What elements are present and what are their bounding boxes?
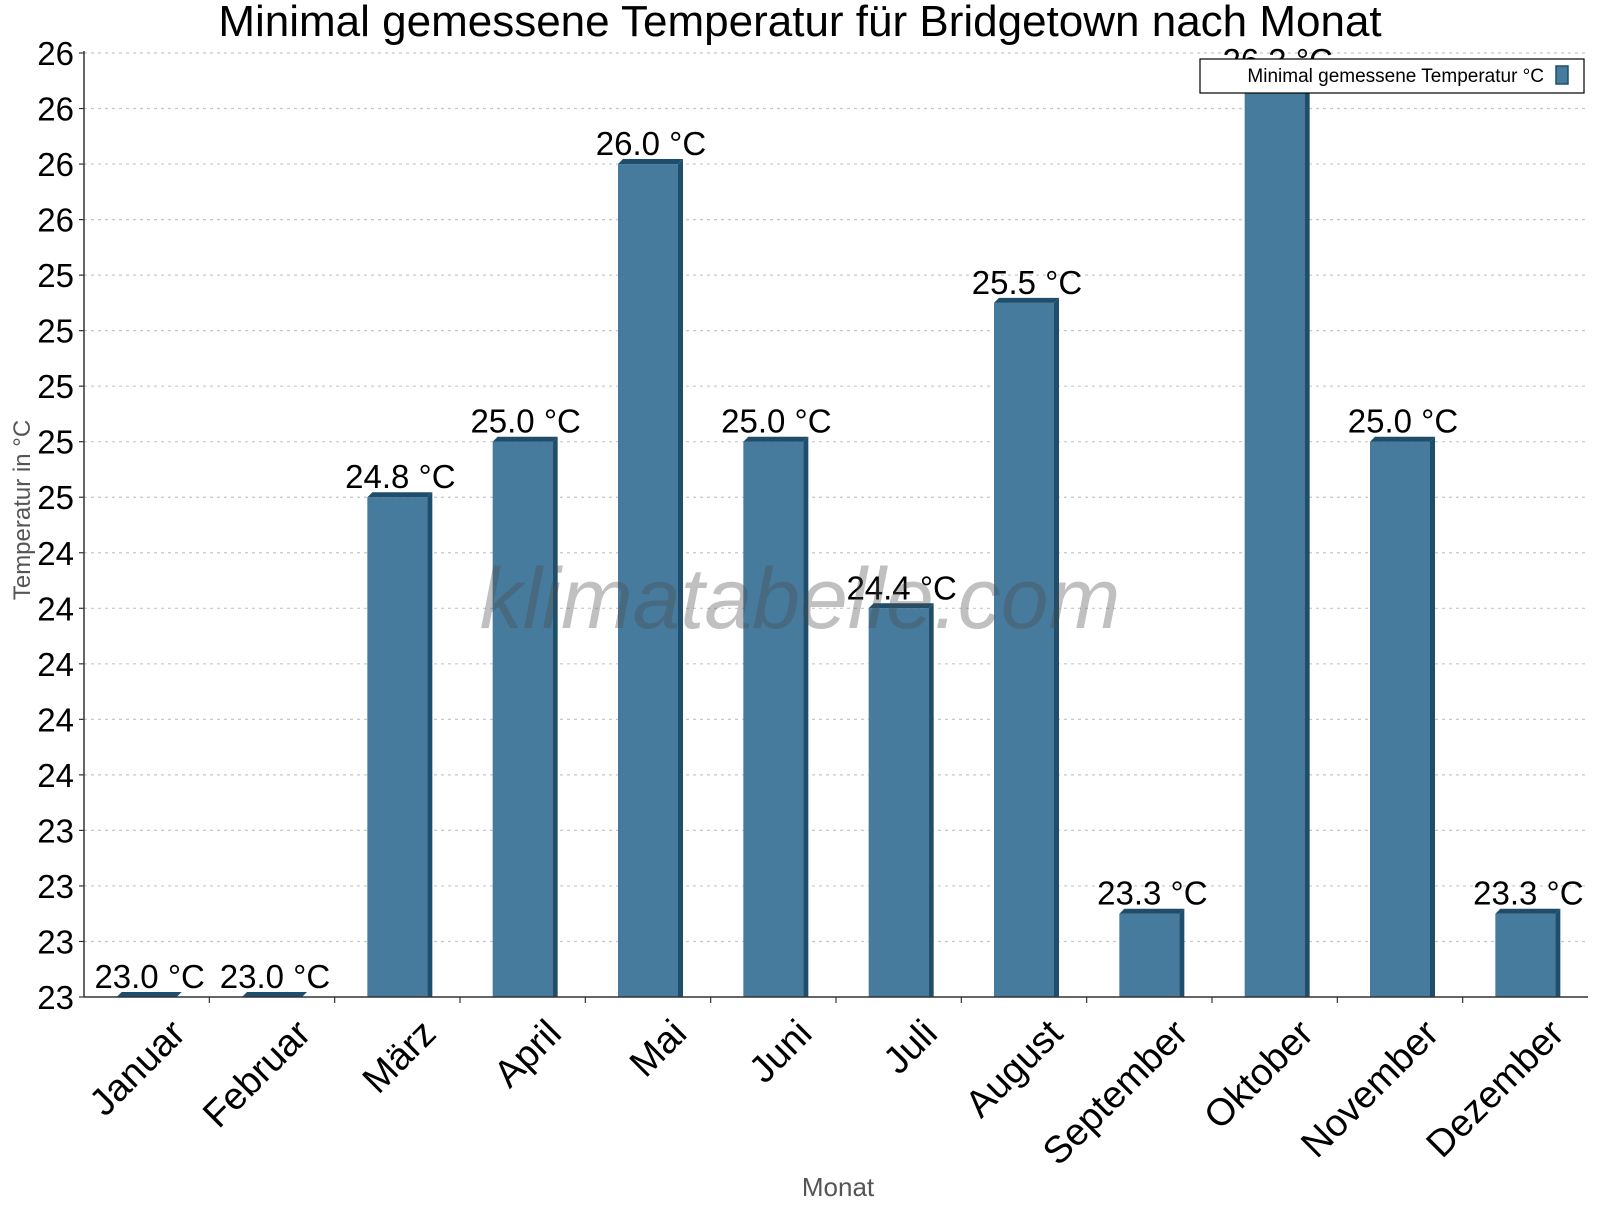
y-tick-label: 25: [37, 313, 74, 350]
bar-top: [743, 436, 809, 442]
bar-side: [803, 436, 809, 997]
bar-top: [868, 603, 934, 609]
legend-swatch: [1555, 65, 1569, 85]
data-label: 24.4 °C: [846, 569, 956, 606]
axes: [79, 51, 1588, 1003]
bar-top: [1495, 908, 1561, 914]
y-tick-labels: 23 23 23 23 24 24 24 24 24 25 25 25 25 25 26 26 26 26: [37, 35, 74, 1016]
watermark: klimatabelle.com: [480, 551, 1120, 647]
y-tick-label: 26: [37, 91, 74, 128]
data-label: 23.0 °C: [220, 958, 330, 995]
y-tick-label: 25: [37, 257, 74, 294]
bar-juni: [743, 441, 804, 997]
y-tick-label: 24: [37, 535, 74, 572]
x-tick-label: Januar: [82, 1012, 194, 1124]
x-tick-label: August: [958, 1012, 1072, 1126]
data-label: 23.3 °C: [1097, 875, 1207, 912]
y-tick-label: 25: [37, 479, 74, 516]
chart-title: Minimal gemessene Temperatur für Bridget…: [218, 0, 1381, 46]
x-tick-label: April: [486, 1012, 569, 1095]
bar-mai: [618, 164, 678, 997]
bar-dezember: [1495, 913, 1556, 997]
x-tick-label: Februar: [195, 1012, 319, 1136]
grid-lines: [84, 52, 1588, 943]
y-tick-label: 26: [37, 35, 74, 72]
data-label: 25.0 °C: [470, 403, 580, 440]
bars: [116, 75, 1561, 998]
x-tick-label: Juli: [876, 1012, 946, 1082]
y-tick-label: 23: [37, 979, 74, 1016]
bar-august: [994, 302, 1054, 998]
bar-side: [1304, 75, 1310, 997]
y-tick-label: 24: [37, 646, 74, 683]
bar-september: [1119, 913, 1180, 997]
data-label: 23.0 °C: [94, 958, 204, 995]
data-label: 25.5 °C: [972, 264, 1082, 301]
bar-side: [1179, 908, 1185, 997]
y-tick-label: 25: [37, 424, 74, 461]
bar-side: [678, 159, 683, 997]
y-axis-title: Temperatur in °C: [9, 420, 36, 600]
x-tick-label: Juni: [741, 1012, 820, 1091]
x-axis-title: Monat: [802, 1172, 875, 1200]
bar-side: [1430, 436, 1435, 997]
y-tick-label: 24: [37, 757, 74, 794]
bar-top: [492, 436, 558, 442]
bar-top: [1119, 908, 1185, 914]
bar-top: [1370, 436, 1435, 442]
bar-april: [492, 441, 553, 997]
legend-label: Minimal gemessene Temperatur °C: [1247, 66, 1544, 87]
data-label: 24.8 °C: [345, 458, 455, 495]
x-tick-labels: Januar Februar März April Mai Juni Juli AugustS…: [82, 1012, 1573, 1173]
data-label: 25.0 °C: [721, 403, 831, 440]
legend-box: [1199, 58, 1585, 94]
y-tick-label: 26: [37, 202, 74, 239]
x-tick-label: März: [355, 1012, 444, 1101]
bar-märz: [367, 497, 428, 997]
data-label: 26.0 °C: [596, 125, 706, 162]
bar-top: [618, 159, 683, 165]
bar-januar: [116, 992, 182, 997]
bar-top: [367, 492, 433, 498]
y-tick-label: 23: [37, 812, 74, 849]
x-tick-label: Mai: [622, 1012, 695, 1085]
bar-side: [427, 492, 433, 997]
y-tick-label: 24: [37, 701, 74, 738]
y-tick-label: 23: [37, 923, 74, 960]
y-tick-label: 23: [37, 868, 74, 905]
data-label: 25.0 °C: [1348, 403, 1458, 440]
data-label: 23.3 °C: [1473, 875, 1583, 912]
x-tick-label: Dezember: [1419, 1012, 1573, 1166]
bar-februar: [242, 992, 307, 997]
bar-november: [1370, 441, 1430, 997]
bar-side: [552, 436, 558, 997]
y-tick-label: 26: [37, 146, 74, 183]
data-labels: 23.0 °C 23.0 °C 24.8 °C 25.0 °C 26.0 °C 25.0 …: [94, 42, 1583, 995]
bar-side: [928, 603, 934, 997]
bar-top: [994, 297, 1059, 303]
bar-juli: [868, 608, 929, 997]
legend: Minimal gemessene Temperatur °C: [1199, 58, 1585, 94]
y-tick-label: 25: [37, 368, 74, 405]
y-tick-label: 24: [37, 590, 74, 627]
bar-side: [1555, 908, 1561, 997]
bar-oktober: [1244, 80, 1305, 997]
x-tick-label: Oktober: [1196, 1012, 1322, 1138]
bar-side: [1054, 297, 1059, 998]
